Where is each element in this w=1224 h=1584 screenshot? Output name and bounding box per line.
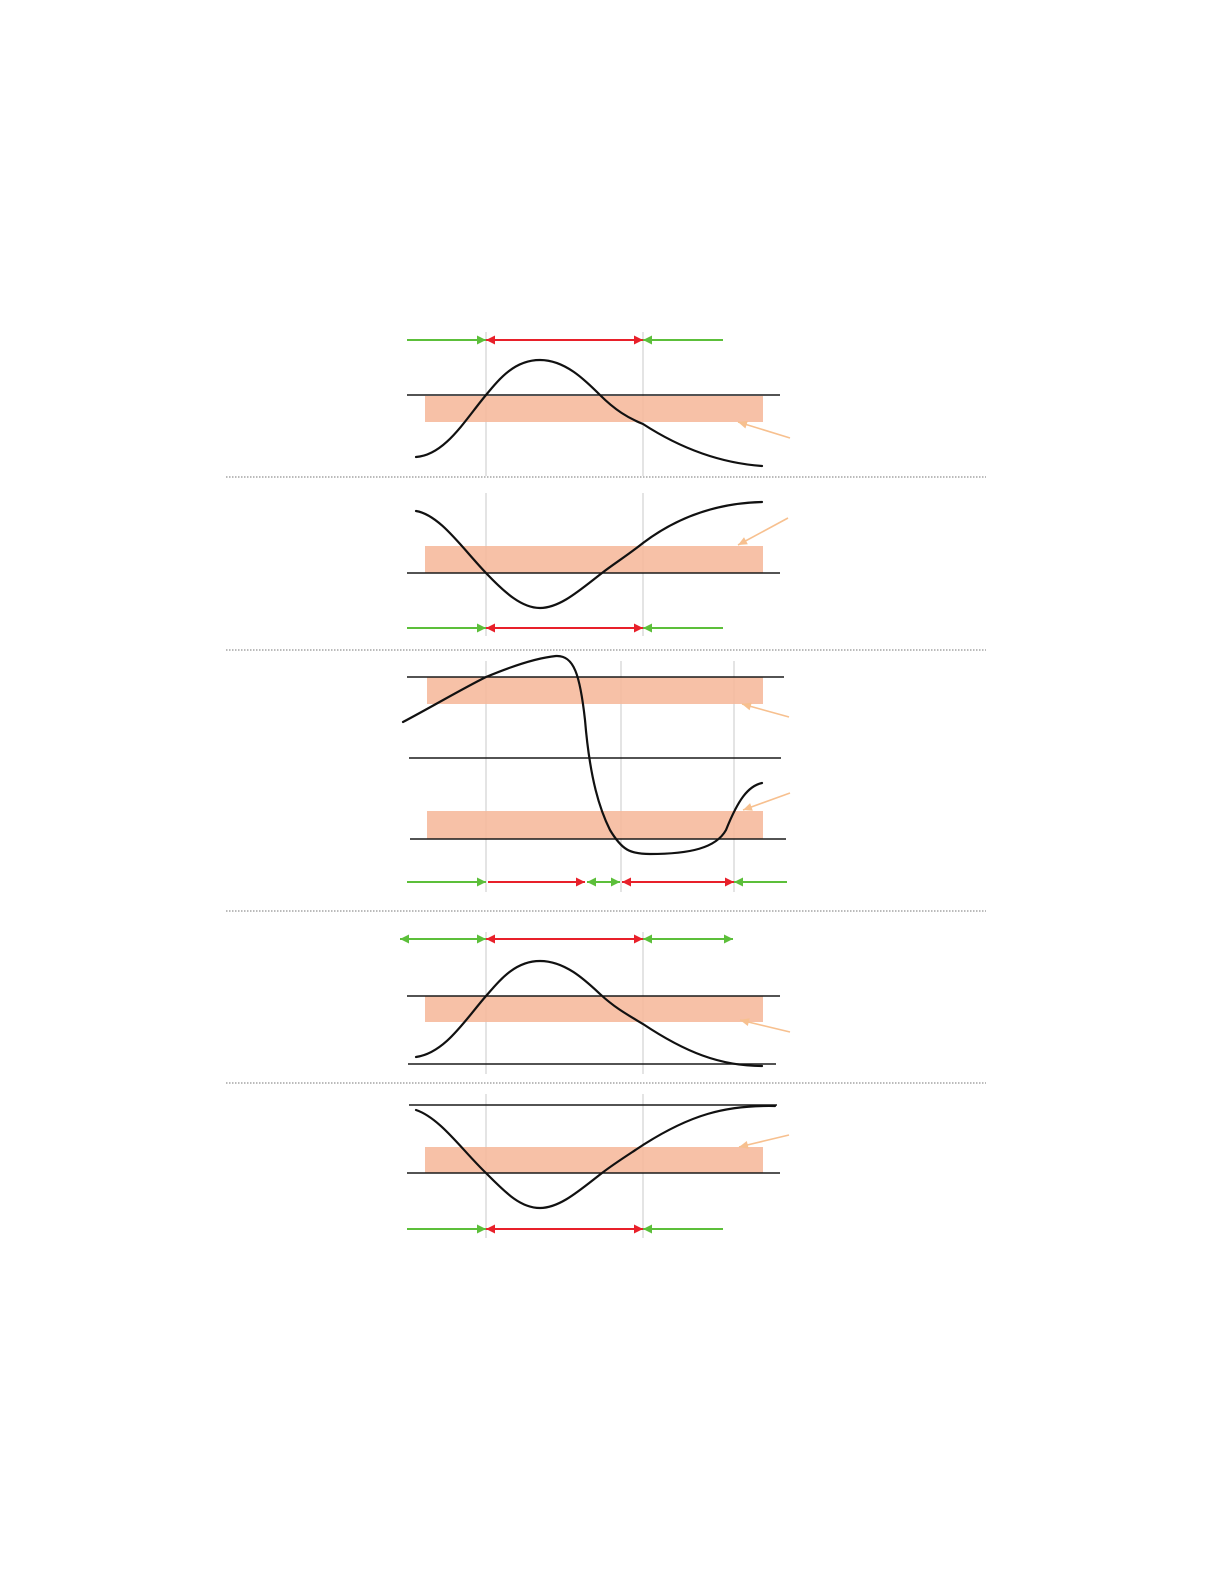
panel-1 <box>407 332 791 476</box>
forbidden-arrowhead <box>622 877 631 887</box>
allowed-arrowhead <box>734 877 743 887</box>
allowed-arrowhead <box>477 934 486 944</box>
allowed-arrowhead <box>477 335 486 345</box>
threshold-band-upper <box>427 677 763 704</box>
signal-curve <box>414 358 764 468</box>
callout-arrowhead <box>739 1141 749 1149</box>
threshold-band <box>425 546 763 573</box>
allowed-arrowhead <box>400 934 409 944</box>
band-callout-arrow <box>737 421 791 439</box>
panel-4 <box>400 932 791 1074</box>
allowed-arrowhead <box>643 1224 652 1234</box>
callout-arrowhead <box>740 1018 750 1026</box>
band-callout-arrow <box>737 517 789 546</box>
allowed-arrowhead <box>477 877 486 887</box>
forbidden-arrowhead <box>634 623 643 633</box>
forbidden-arrowhead <box>486 335 495 345</box>
forbidden-arrowhead <box>634 335 643 345</box>
allowed-arrowhead <box>643 623 652 633</box>
signal-curve <box>414 1104 777 1210</box>
panel-2 <box>407 493 789 636</box>
forbidden-arrowhead <box>634 934 643 944</box>
allowed-arrowhead <box>724 934 733 944</box>
panel-3 <box>401 654 791 892</box>
allowed-arrowhead <box>477 623 486 633</box>
signal-curve <box>401 654 764 856</box>
callout-arrowhead <box>742 702 752 711</box>
signal-curve <box>414 500 764 610</box>
callout-arrowhead <box>743 803 753 811</box>
arrowheads <box>400 335 753 1234</box>
allowed-arrowhead <box>643 335 652 345</box>
forbidden-arrowhead <box>634 1224 643 1234</box>
threshold-band-lower <box>427 811 763 839</box>
allowed-arrowhead <box>611 877 620 887</box>
forbidden-arrowhead <box>486 623 495 633</box>
forbidden-arrowhead <box>486 934 495 944</box>
signal-curve <box>414 959 764 1068</box>
threshold-band <box>425 1147 763 1173</box>
panel-5 <box>407 1094 790 1238</box>
allowed-arrowhead <box>643 934 652 944</box>
allowed-arrowhead <box>587 877 596 887</box>
callout-arrowhead <box>738 537 748 545</box>
allowed-arrowhead <box>477 1224 486 1234</box>
forbidden-arrowhead <box>725 877 734 887</box>
callout-arrowhead <box>738 420 748 429</box>
forbidden-arrowhead <box>486 1224 495 1234</box>
forbidden-arrowhead <box>576 877 585 887</box>
